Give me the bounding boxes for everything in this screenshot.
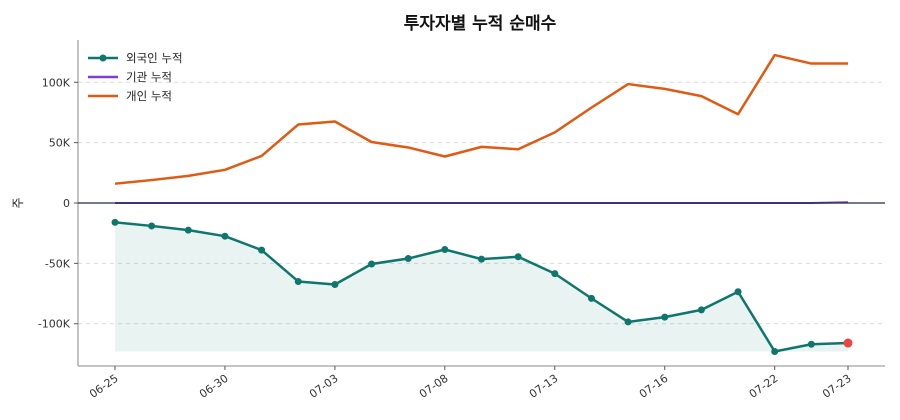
- data-point: [368, 260, 376, 268]
- data-point: [478, 255, 485, 263]
- data-point: [258, 246, 266, 254]
- data-point: [331, 281, 339, 288]
- y-tick-label: 50K: [49, 137, 71, 150]
- legend-label: 개인 누적: [126, 89, 172, 103]
- legend-marker: [99, 54, 107, 62]
- x-tick-label: 07-22: [747, 372, 781, 401]
- x-tick-label: 07-13: [527, 372, 561, 401]
- y-tick-label: 0: [63, 197, 70, 210]
- y-tick-label: 100K: [42, 76, 71, 89]
- data-point: [221, 232, 229, 240]
- data-point: [771, 348, 779, 356]
- chart-title: 투자자별 누적 순매수: [404, 14, 557, 34]
- data-point: [587, 294, 595, 302]
- data-point: [807, 340, 815, 348]
- data-point: [661, 313, 669, 321]
- series-fill-area: [115, 222, 848, 352]
- y-tick-label: -50K: [45, 257, 71, 270]
- x-tick-label: 07-16: [637, 372, 671, 401]
- data-point: [148, 222, 156, 230]
- grid-layer: [78, 81, 885, 325]
- data-point: [734, 288, 742, 296]
- x-tick-label: 06-25: [87, 372, 121, 401]
- y-axis-label: 주: [11, 197, 25, 208]
- legend-label: 외국인 누적: [126, 51, 183, 65]
- x-tick-label: 07-23: [820, 372, 854, 401]
- x-tick-label: 06-30: [197, 372, 231, 401]
- x-tick-label: 07-08: [417, 372, 451, 401]
- data-point: [624, 318, 632, 326]
- data-point: [697, 306, 705, 314]
- legend-label: 기관 누적: [126, 70, 172, 84]
- data-point: [184, 226, 192, 234]
- x-tick-label: 07-03: [307, 372, 341, 401]
- data-point: [111, 218, 119, 226]
- last-data-point: [843, 338, 853, 348]
- y-tick-label: -100K: [38, 318, 71, 331]
- data-point: [404, 255, 412, 263]
- series-line: [114, 53, 848, 185]
- data-point: [294, 277, 302, 285]
- data-point: [441, 245, 449, 253]
- data-point: [551, 270, 559, 278]
- data-point: [514, 253, 522, 261]
- fill-layer: [115, 222, 848, 352]
